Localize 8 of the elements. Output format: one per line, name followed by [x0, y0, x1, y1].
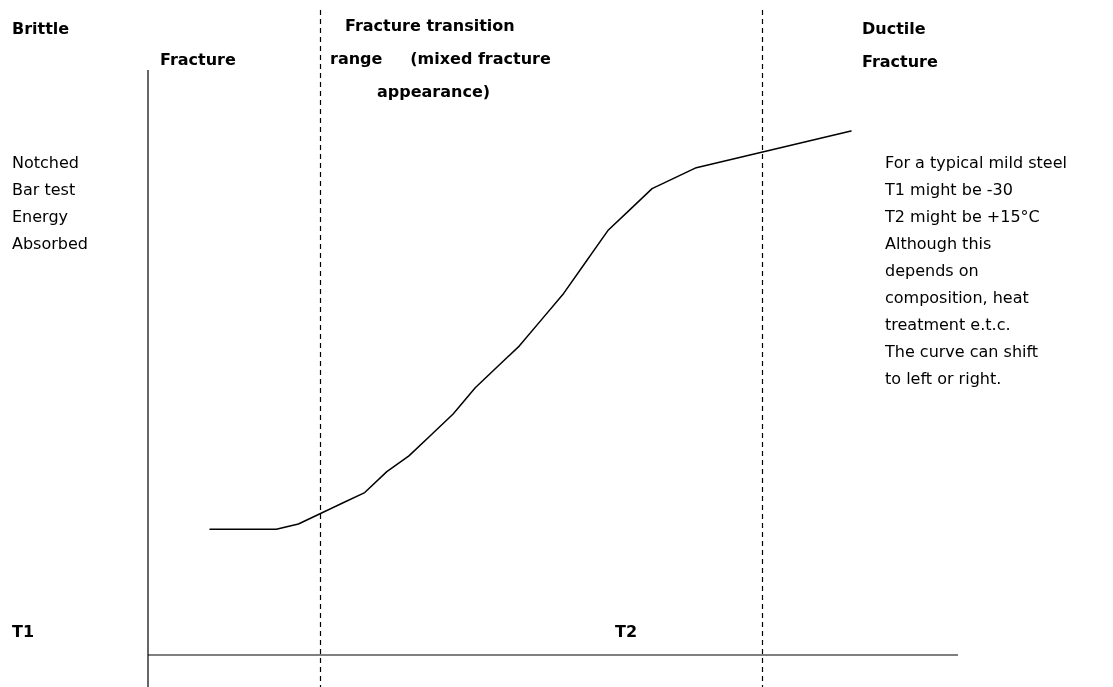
text: For a typical mild steel T1 might be -30 T2 might be +15°C Although this depends on composition, heat treatment e.t.c. The curve can shift to left or right.: [885, 153, 1067, 388]
text: Notched Bar test Energy Absorbed: [12, 153, 88, 253]
text: Ductile Fracture: [862, 19, 939, 71]
text: Fracture: [160, 50, 237, 69]
text: Fracture transition range (mixed fracture appearance): [330, 16, 551, 101]
text: Brittle: [12, 19, 70, 38]
annotation: T2: [615, 622, 638, 641]
text: T1: [12, 622, 35, 641]
